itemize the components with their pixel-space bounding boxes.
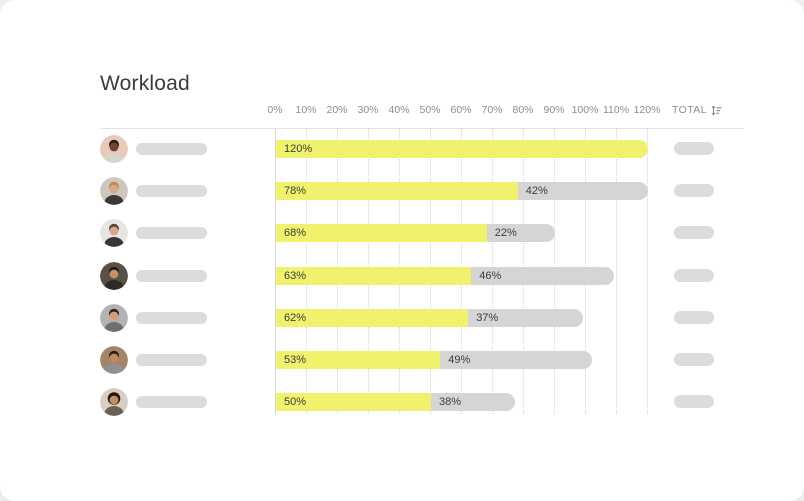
bar-label: 50% [284, 396, 307, 409]
avatar [100, 303, 128, 332]
axis-tick-label: 70% [481, 104, 503, 116]
total-placeholder [674, 395, 714, 409]
bar-label: 78% [284, 185, 307, 198]
bar-label: 42% [525, 185, 548, 198]
workload-row: 62% 37% [0, 297, 804, 339]
total-placeholder [674, 310, 714, 324]
total-column-header[interactable]: TOTAL [672, 104, 722, 116]
total-placeholder [674, 142, 714, 155]
axis-tick-label: 30% [357, 104, 379, 116]
workload-bar-overload: 46% [471, 266, 614, 285]
axis-tick-label: 80% [512, 104, 534, 116]
workload-bar-primary: 68% [276, 224, 487, 243]
workload-bar-overload: 49% [440, 351, 593, 369]
bar-label: 49% [448, 354, 471, 366]
bar-label: 62% [284, 311, 307, 324]
workload-bar-primary: 120% [276, 140, 648, 158]
axis-baseline [275, 129, 276, 414]
name-placeholder [136, 311, 207, 324]
bar-label: 53% [284, 354, 307, 366]
name-placeholder [136, 396, 207, 409]
name-placeholder [136, 269, 207, 282]
workload-row: 120% [0, 128, 804, 170]
workload-bar-overload: 38% [431, 393, 515, 412]
page-title: Workload [100, 72, 190, 95]
axis-tick-label: 90% [543, 104, 565, 116]
bar-label: 22% [494, 227, 517, 240]
bar-label: 37% [476, 311, 499, 324]
name-placeholder [136, 354, 207, 366]
gridline [647, 129, 648, 414]
workload-row: 53% 49% [0, 339, 804, 381]
bar-label: 68% [284, 227, 307, 240]
gridline [616, 129, 617, 414]
axis-tick-label: 50% [419, 104, 441, 116]
workload-row: 78% 42% [0, 170, 804, 212]
name-placeholder [136, 143, 207, 155]
workload-bar-overload: 22% [486, 224, 555, 243]
total-placeholder [674, 226, 714, 240]
sort-icon[interactable] [711, 104, 722, 116]
total-header-label: TOTAL [672, 104, 707, 116]
bar-label: 63% [284, 269, 307, 282]
axis-tick-label: 20% [326, 104, 348, 116]
total-placeholder [674, 353, 714, 366]
total-placeholder [674, 268, 714, 282]
bar-label: 46% [479, 269, 502, 282]
workload-bar-primary: 62% [276, 308, 469, 327]
workload-bar-primary: 53% [276, 351, 441, 369]
avatar [100, 261, 128, 290]
header-divider [100, 128, 744, 129]
bar-label: 38% [439, 396, 462, 409]
avatar [100, 388, 128, 417]
workload-bar-overload: 42% [517, 182, 648, 201]
workload-bar-primary: 50% [276, 393, 431, 412]
name-placeholder [136, 185, 207, 198]
workload-bar-primary: 78% [276, 182, 518, 201]
bar-label: 120% [284, 143, 313, 155]
axis-tick-label: 120% [633, 104, 661, 116]
axis-tick-label: 0% [267, 104, 283, 116]
axis-tick-label: 110% [602, 104, 630, 116]
avatar [100, 177, 128, 206]
avatar [100, 346, 128, 374]
total-placeholder [674, 184, 714, 198]
workload-bar-overload: 37% [468, 308, 583, 327]
axis-tick-label: 10% [295, 104, 317, 116]
workload-row: 68% 22% [0, 212, 804, 254]
workload-bar-primary: 63% [276, 266, 472, 285]
avatar [100, 219, 128, 248]
workload-row: 50% 38% [0, 381, 804, 423]
axis-tick-label: 100% [571, 104, 599, 116]
axis-tick-label: 60% [450, 104, 472, 116]
avatar [100, 135, 128, 163]
name-placeholder [136, 227, 207, 240]
workload-row: 63% 46% [0, 255, 804, 297]
axis-tick-label: 40% [388, 104, 410, 116]
